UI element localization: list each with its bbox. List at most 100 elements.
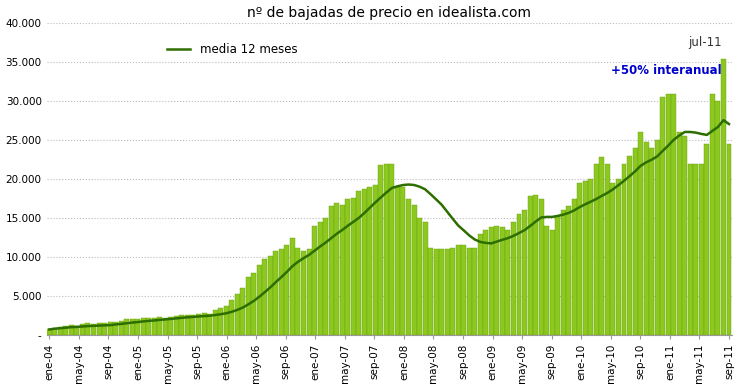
Bar: [716, 102, 721, 335]
Bar: [47, 329, 52, 335]
Bar: [671, 94, 676, 335]
Bar: [91, 324, 96, 335]
Bar: [207, 314, 212, 335]
Bar: [102, 323, 107, 335]
Bar: [252, 273, 256, 335]
Bar: [445, 249, 450, 335]
Bar: [58, 327, 63, 335]
Bar: [118, 321, 124, 335]
Bar: [279, 249, 284, 335]
Bar: [450, 248, 455, 335]
Bar: [373, 186, 378, 335]
Bar: [124, 319, 130, 335]
Bar: [633, 148, 638, 335]
Bar: [550, 230, 555, 335]
Bar: [147, 318, 151, 335]
Bar: [301, 251, 306, 335]
Bar: [212, 310, 218, 335]
Bar: [229, 300, 234, 335]
Bar: [461, 245, 466, 335]
Bar: [599, 158, 605, 335]
Bar: [693, 164, 699, 335]
Bar: [622, 164, 627, 335]
Bar: [467, 248, 472, 335]
Bar: [517, 214, 522, 335]
Bar: [572, 199, 576, 335]
Bar: [190, 315, 195, 335]
Bar: [223, 306, 229, 335]
Bar: [113, 322, 118, 335]
Bar: [660, 98, 665, 335]
Bar: [378, 165, 383, 335]
Bar: [699, 164, 704, 335]
Bar: [456, 245, 461, 335]
Bar: [235, 294, 240, 335]
Bar: [323, 218, 328, 335]
Bar: [246, 277, 251, 335]
Bar: [395, 187, 400, 335]
Bar: [649, 148, 654, 335]
Bar: [334, 203, 339, 335]
Bar: [130, 319, 135, 335]
Bar: [500, 228, 505, 335]
Bar: [400, 187, 406, 335]
Bar: [201, 313, 206, 335]
Bar: [163, 318, 168, 335]
Bar: [284, 245, 289, 335]
Bar: [141, 318, 146, 335]
Bar: [69, 325, 74, 335]
Bar: [96, 323, 101, 335]
Bar: [86, 323, 90, 335]
Bar: [627, 156, 632, 335]
Bar: [644, 142, 648, 335]
Bar: [135, 319, 140, 335]
Bar: [655, 140, 659, 335]
Bar: [257, 265, 262, 335]
Bar: [428, 248, 433, 335]
Bar: [196, 314, 201, 335]
Bar: [174, 316, 179, 335]
Bar: [583, 181, 588, 335]
Bar: [417, 218, 422, 335]
Bar: [80, 324, 85, 335]
Bar: [312, 226, 317, 335]
Bar: [483, 230, 488, 335]
Bar: [346, 200, 350, 335]
Title: nº de bajadas de precio en idealista.com: nº de bajadas de precio en idealista.com: [247, 5, 531, 19]
Text: +50% interanual: +50% interanual: [610, 64, 722, 77]
Bar: [53, 328, 57, 335]
Bar: [561, 210, 565, 335]
Bar: [605, 164, 610, 335]
Bar: [356, 191, 361, 335]
Bar: [533, 195, 538, 335]
Bar: [64, 326, 68, 335]
Bar: [340, 205, 345, 335]
Bar: [489, 228, 494, 335]
Bar: [566, 207, 571, 335]
Bar: [268, 256, 273, 335]
Bar: [505, 230, 511, 335]
Bar: [169, 317, 173, 335]
Bar: [704, 144, 710, 335]
Bar: [588, 179, 593, 335]
Bar: [666, 94, 670, 335]
Bar: [638, 133, 643, 335]
Bar: [539, 199, 544, 335]
Bar: [179, 315, 184, 335]
Bar: [423, 222, 428, 335]
Bar: [682, 137, 687, 335]
Bar: [262, 259, 267, 335]
Bar: [384, 164, 389, 335]
Bar: [295, 248, 300, 335]
Bar: [158, 317, 162, 335]
Bar: [721, 58, 726, 335]
Bar: [594, 164, 599, 335]
Bar: [616, 179, 621, 335]
Bar: [240, 288, 245, 335]
Bar: [329, 207, 334, 335]
Bar: [555, 216, 560, 335]
Bar: [687, 164, 693, 335]
Bar: [218, 308, 223, 335]
Bar: [273, 251, 278, 335]
Bar: [544, 226, 549, 335]
